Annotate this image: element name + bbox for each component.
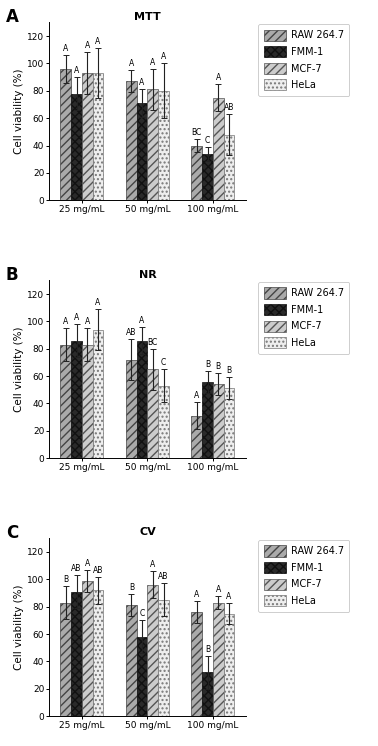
Legend: RAW 264.7, FMM-1, MCF-7, HeLa: RAW 264.7, FMM-1, MCF-7, HeLa bbox=[259, 539, 350, 612]
Text: A: A bbox=[6, 8, 19, 26]
Bar bbox=[137, 340, 147, 458]
Bar bbox=[213, 98, 224, 200]
Bar bbox=[202, 672, 213, 716]
Bar bbox=[192, 612, 202, 716]
Text: B: B bbox=[226, 366, 232, 375]
Bar bbox=[158, 386, 169, 458]
Bar bbox=[147, 585, 158, 716]
Bar bbox=[126, 81, 137, 200]
Text: A: A bbox=[129, 59, 134, 68]
Text: A: A bbox=[74, 66, 79, 75]
Bar bbox=[126, 605, 137, 716]
Bar bbox=[192, 416, 202, 458]
Bar bbox=[147, 90, 158, 200]
Text: C: C bbox=[139, 609, 145, 618]
Bar bbox=[71, 340, 82, 458]
Text: A: A bbox=[150, 560, 155, 569]
Bar bbox=[93, 330, 103, 458]
Bar bbox=[213, 603, 224, 716]
Text: A: A bbox=[95, 298, 101, 307]
Y-axis label: Cell viability (%): Cell viability (%) bbox=[14, 584, 24, 670]
Text: AB: AB bbox=[158, 572, 169, 581]
Text: B: B bbox=[216, 363, 221, 372]
Text: B: B bbox=[6, 266, 19, 284]
Bar bbox=[60, 603, 71, 716]
Text: B: B bbox=[129, 583, 134, 592]
Text: B: B bbox=[63, 575, 68, 584]
Title: CV: CV bbox=[139, 527, 156, 537]
Bar bbox=[82, 580, 93, 716]
Text: AB: AB bbox=[71, 564, 82, 573]
Bar bbox=[93, 590, 103, 716]
Bar bbox=[60, 69, 71, 200]
Text: A: A bbox=[85, 42, 90, 51]
Y-axis label: Cell viability (%): Cell viability (%) bbox=[14, 327, 24, 412]
Bar bbox=[82, 73, 93, 200]
Text: A: A bbox=[226, 592, 232, 601]
Text: A: A bbox=[139, 316, 145, 325]
Text: C: C bbox=[205, 136, 210, 145]
Text: A: A bbox=[216, 73, 221, 82]
Bar bbox=[126, 360, 137, 458]
Bar bbox=[192, 145, 202, 200]
Bar bbox=[137, 637, 147, 716]
Text: A: A bbox=[74, 313, 79, 322]
Text: A: A bbox=[95, 37, 101, 46]
Text: A: A bbox=[194, 391, 200, 400]
Bar bbox=[158, 91, 169, 200]
Title: MTT: MTT bbox=[134, 12, 161, 22]
Text: A: A bbox=[85, 559, 90, 568]
Bar bbox=[213, 384, 224, 458]
Bar bbox=[147, 369, 158, 458]
Bar bbox=[224, 389, 234, 458]
Text: AB: AB bbox=[126, 328, 136, 337]
Text: AB: AB bbox=[93, 565, 103, 574]
Text: A: A bbox=[161, 52, 166, 61]
Text: BC: BC bbox=[148, 338, 158, 347]
Y-axis label: Cell viability (%): Cell viability (%) bbox=[14, 69, 24, 154]
Text: AB: AB bbox=[224, 103, 234, 112]
Bar bbox=[202, 382, 213, 458]
Text: A: A bbox=[139, 78, 145, 87]
Bar bbox=[224, 134, 234, 200]
Bar bbox=[224, 613, 234, 716]
Text: B: B bbox=[205, 360, 210, 369]
Text: A: A bbox=[63, 317, 68, 326]
Text: A: A bbox=[194, 590, 200, 599]
Bar bbox=[137, 103, 147, 200]
Text: A: A bbox=[85, 317, 90, 326]
Bar bbox=[93, 73, 103, 200]
Text: B: B bbox=[205, 645, 210, 654]
Bar bbox=[71, 93, 82, 200]
Text: A: A bbox=[216, 585, 221, 594]
Bar bbox=[82, 345, 93, 458]
Text: A: A bbox=[150, 58, 155, 67]
Text: C: C bbox=[6, 524, 18, 542]
Legend: RAW 264.7, FMM-1, MCF-7, HeLa: RAW 264.7, FMM-1, MCF-7, HeLa bbox=[259, 282, 350, 354]
Bar bbox=[158, 600, 169, 716]
Bar bbox=[60, 345, 71, 458]
Bar bbox=[202, 154, 213, 200]
Text: C: C bbox=[161, 358, 166, 367]
Legend: RAW 264.7, FMM-1, MCF-7, HeLa: RAW 264.7, FMM-1, MCF-7, HeLa bbox=[259, 24, 350, 96]
Text: A: A bbox=[63, 44, 68, 53]
Bar bbox=[71, 592, 82, 716]
Text: BC: BC bbox=[192, 128, 202, 137]
Title: NR: NR bbox=[139, 269, 156, 280]
